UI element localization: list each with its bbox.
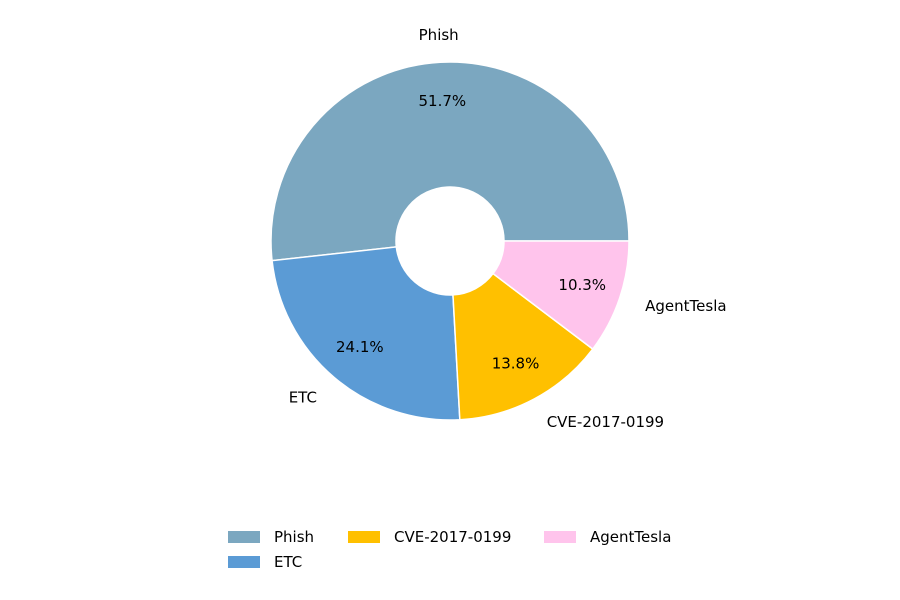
legend-item-phish: Phish (228, 526, 314, 548)
legend-label-cve-2017-0199: CVE-2017-0199 (394, 528, 512, 546)
slice-phish (270, 61, 630, 262)
labels-group: Phish 51.7% ETC 24.1% CVE-2017-0199 13.8% Agen… (289, 26, 727, 431)
slice-etc (271, 246, 461, 421)
slices-group (270, 61, 630, 421)
legend-item-cve-2017-0199: CVE-2017-0199 (348, 526, 511, 548)
slice-agenttesla (492, 240, 630, 351)
legend-item-agenttesla: AgentTesla (544, 526, 671, 548)
slice-label-phish: Phish (419, 26, 459, 44)
slice-label-agenttesla: AgentTesla (645, 297, 726, 315)
legend-label-agenttesla: AgentTesla (590, 528, 672, 546)
pct-label-phish: 51.7% (418, 92, 466, 110)
legend-swatch-etc (228, 556, 260, 568)
legend-label-phish: Phish (274, 528, 315, 546)
legend: Phish ETC CVE-2017-0199 AgentTesla (228, 526, 688, 576)
pct-label-agenttesla: 10.3% (558, 276, 606, 294)
slice-label-cve-2017-0199: CVE-2017-0199 (547, 413, 664, 431)
slice-cve-2017-0199 (452, 272, 594, 421)
pct-label-etc: 24.1% (336, 338, 384, 356)
legend-swatch-cve-2017-0199 (348, 531, 380, 543)
slice-label-etc: ETC (289, 389, 317, 407)
legend-swatch-phish (228, 531, 260, 543)
legend-label-etc: ETC (274, 553, 303, 571)
pct-label-cve-2017-0199: 13.8% (492, 355, 540, 373)
legend-swatch-agenttesla (544, 531, 576, 543)
legend-item-etc: ETC (228, 551, 302, 573)
